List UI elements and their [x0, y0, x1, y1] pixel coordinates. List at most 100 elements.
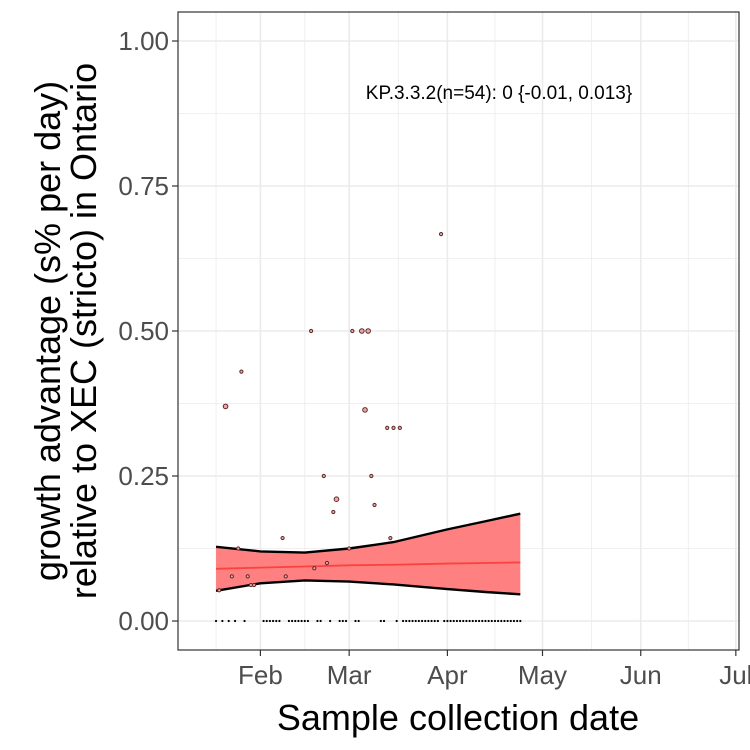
data-point-zero: [512, 619, 516, 623]
data-point: [385, 425, 390, 430]
data-point-zero: [490, 619, 493, 623]
data-point-zero: [275, 619, 278, 623]
data-point: [245, 574, 250, 579]
data-point: [333, 496, 340, 503]
ribbon-upper-edge: [215, 512, 521, 554]
data-point: [229, 574, 234, 579]
data-point-zero: [414, 619, 417, 623]
data-point-zero: [287, 619, 291, 623]
data-point-zero: [329, 619, 332, 623]
data-point-zero: [497, 619, 500, 623]
data-point: [350, 328, 355, 334]
x-tick-label: Jul: [719, 660, 750, 690]
data-point-zero: [506, 619, 509, 623]
grid-major: [178, 12, 739, 650]
y-tick-label: 0.00: [118, 606, 169, 636]
data-point-zero: [462, 619, 465, 623]
data-point-zero: [357, 619, 360, 623]
data-point: [365, 328, 371, 334]
data-point-zero: [481, 619, 484, 623]
data-point: [347, 546, 352, 551]
x-tick-label: Feb: [238, 660, 283, 690]
data-point: [309, 328, 314, 334]
data-point-zero: [316, 619, 319, 623]
data-point-zero: [411, 619, 414, 623]
data-point-zero: [401, 619, 405, 623]
data-point: [222, 403, 229, 410]
data-point-zero: [405, 619, 408, 623]
data-point-zero: [430, 619, 433, 623]
data-point-zero: [294, 619, 297, 623]
data-point-zero: [474, 619, 478, 623]
data-point-zero: [297, 619, 300, 623]
data-point-zero: [516, 619, 519, 623]
data-point: [369, 473, 374, 479]
data-point-zero: [503, 619, 506, 623]
data-point: [280, 535, 285, 541]
data-point-zero: [262, 619, 265, 623]
data-point: [391, 425, 396, 430]
x-axis-ticks: Feb Mar Apr May Jun Jul: [238, 650, 750, 690]
data-point: [331, 509, 336, 515]
data-point-zero: [354, 619, 357, 623]
data-point: [321, 473, 326, 479]
data-point-zero: [500, 619, 503, 623]
data-point-zero: [341, 619, 344, 623]
data-point: [359, 328, 365, 334]
data-point-zero: [478, 619, 481, 623]
y-tick-label: 0.25: [118, 461, 169, 491]
y-axis-title-line-1: growth advantage (s% per day): [27, 81, 68, 581]
data-point: [217, 588, 222, 593]
data-point-zero: [465, 619, 468, 623]
data-point-zero: [471, 619, 474, 623]
data-point: [324, 560, 330, 566]
data-point-zero: [509, 619, 512, 623]
data-point-zero: [243, 619, 246, 623]
data-point-zero: [443, 619, 446, 623]
data-point-zero: [484, 619, 487, 623]
data-point-zero: [446, 619, 449, 623]
data-point-zero: [344, 619, 348, 623]
data-point-zero: [493, 619, 497, 623]
data-point-zero: [487, 619, 490, 623]
data-point: [372, 502, 377, 508]
data-point: [438, 232, 444, 237]
data-point-zero: [468, 619, 471, 623]
data-point-zero: [291, 619, 294, 623]
y-tick-label: 1.00: [118, 26, 169, 56]
data-point-zero: [221, 619, 224, 623]
data-point-zero: [265, 619, 268, 623]
y-tick-label: 0.50: [118, 316, 169, 346]
data-point: [239, 369, 244, 374]
data-point-zero: [271, 619, 275, 623]
data-point-zero: [379, 619, 382, 623]
data-point-zero: [427, 619, 430, 623]
x-tick-label: Apr: [427, 660, 468, 690]
x-tick-label: May: [518, 660, 567, 690]
y-axis-title-line-2: relative to XEC (stricto) in Ontario: [63, 63, 104, 599]
data-point-zero: [233, 619, 237, 623]
x-tick-label: Mar: [327, 660, 372, 690]
annotation: KP.3.3.2(n=54): 0 {-0.01, 0.013}: [366, 83, 632, 104]
data-point-zero: [417, 619, 420, 623]
data-point-zero: [452, 619, 455, 623]
data-point-zero: [268, 619, 272, 623]
data-point: [362, 407, 368, 413]
data-point-zero: [300, 619, 303, 623]
data-point-zero: [227, 619, 230, 623]
data-point-zero: [303, 619, 306, 623]
data-point-zero: [424, 619, 427, 623]
confidence-ribbon-layer: [215, 512, 521, 596]
data-point-zero: [420, 619, 424, 623]
data-point-zero: [319, 619, 322, 623]
data-point: [388, 535, 393, 541]
x-tick-label: Jun: [620, 660, 662, 690]
data-point-zero: [519, 619, 522, 623]
y-tick-label: 0.75: [118, 171, 169, 201]
data-point-zero: [395, 619, 398, 623]
points-layer: [214, 232, 522, 623]
data-point-zero: [455, 619, 459, 623]
data-point: [236, 546, 241, 551]
data-point: [397, 425, 402, 430]
